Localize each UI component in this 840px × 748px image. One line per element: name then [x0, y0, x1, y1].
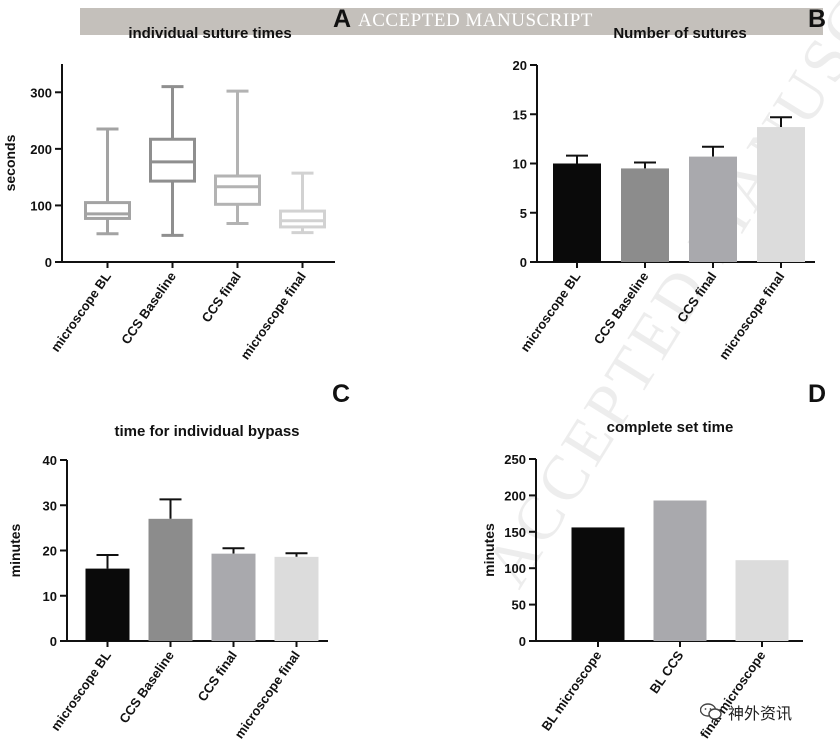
panel-d-bar — [571, 527, 625, 641]
panel-c-x-tick-label: microscope final — [231, 648, 303, 741]
wechat-footer: 神外资讯 — [700, 700, 792, 724]
panel-c-x-tick-label: microscope BL — [48, 648, 114, 734]
panel-a-box — [279, 209, 326, 229]
panel-b-x-tick-label: microscope BL — [517, 269, 583, 355]
panel-b-bar — [621, 168, 669, 262]
panel-a-y-tick-label: 0 — [45, 255, 52, 270]
panel-b-bar — [757, 127, 805, 263]
panel-c-bar — [148, 518, 193, 641]
panel-a-y-tick-label: 100 — [30, 198, 52, 213]
panel-a-x-tick-label: microscope final — [237, 269, 309, 362]
panel-b-y-tick-label: 5 — [520, 206, 527, 221]
panel-c-y-tick-label: 40 — [43, 453, 57, 468]
panel-b-x-tick-label: microscope final — [716, 269, 788, 362]
panel-d-bar — [735, 560, 789, 641]
panel-b-y-tick-label: 0 — [520, 255, 527, 270]
panel-a-box — [149, 137, 196, 183]
panel-d-y-tick-label: 250 — [504, 452, 526, 467]
accepted-manuscript-banner — [80, 8, 823, 35]
panel-d-y-label: minutes — [481, 523, 497, 577]
panel-a-title: individual suture times — [128, 25, 291, 42]
banner-text: ACCEPTED MANUSCRIPT — [358, 10, 593, 31]
panel-letter-d: D — [808, 380, 827, 408]
panel-a-y-label: seconds — [2, 134, 18, 191]
panel-b-y-tick-label: 20 — [513, 58, 527, 73]
panel-b-x-tick-label: CCS final — [674, 269, 719, 325]
panel-a-x-tick-label: CCS final — [199, 269, 244, 325]
panel-b-title: Number of sutures — [613, 25, 746, 42]
panel-c-title: time for individual bypass — [114, 423, 299, 440]
panel-c-x-tick-label: CCS final — [195, 648, 240, 704]
panel-c-y-tick-label: 20 — [43, 544, 57, 559]
panel-letter-a: A — [333, 5, 352, 33]
panel-a-box — [214, 174, 261, 206]
panel-a-y-tick-label: 300 — [30, 85, 52, 100]
panel-b-bar — [689, 156, 737, 262]
panel-a-x-tick-label: CCS Baseline — [118, 269, 179, 347]
panel-d-title: complete set time — [607, 419, 734, 436]
panel-b-y-tick-label: 15 — [513, 107, 527, 122]
panel-d-x-tick-label: final microscope — [697, 648, 769, 741]
panel-a-y-tick-label: 200 — [30, 142, 52, 157]
panel-c-y-tick-label: 0 — [50, 634, 57, 649]
panel-d-x-tick-label: BL microscope — [538, 648, 604, 733]
panel-a-x-tick-label: microscope BL — [48, 269, 114, 355]
panel-c-y-tick-label: 10 — [43, 589, 57, 604]
panel-c-x-tick-label: CCS Baseline — [116, 648, 177, 726]
panel-d-y-tick-label: 100 — [504, 561, 526, 576]
panel-letter-c: C — [332, 380, 351, 408]
panel-d-y-tick-label: 50 — [512, 598, 526, 613]
panel-d-y-tick-label: 200 — [504, 488, 526, 503]
panel-letter-b: B — [808, 5, 827, 33]
panel-b-bar — [553, 163, 601, 262]
wechat-label: 神外资讯 — [728, 704, 793, 723]
panel-c-y-tick-label: 30 — [43, 498, 57, 513]
panel-c-bar — [211, 553, 256, 641]
panel-d-y-tick-label: 0 — [519, 634, 526, 649]
panel-c-bar — [274, 556, 319, 641]
panel-b-y-tick-label: 10 — [513, 157, 527, 172]
panel-c-bar — [85, 568, 130, 641]
panel-d-y-tick-label: 150 — [504, 525, 526, 540]
panel-b-x-tick-label: CCS Baseline — [591, 269, 652, 347]
panel-d-x-tick-label: BL CCS — [647, 648, 687, 696]
wechat-icon — [700, 703, 722, 720]
panel-d-bar — [653, 500, 707, 641]
panel-a-box — [84, 201, 131, 220]
panel-c-y-label: minutes — [7, 523, 23, 577]
